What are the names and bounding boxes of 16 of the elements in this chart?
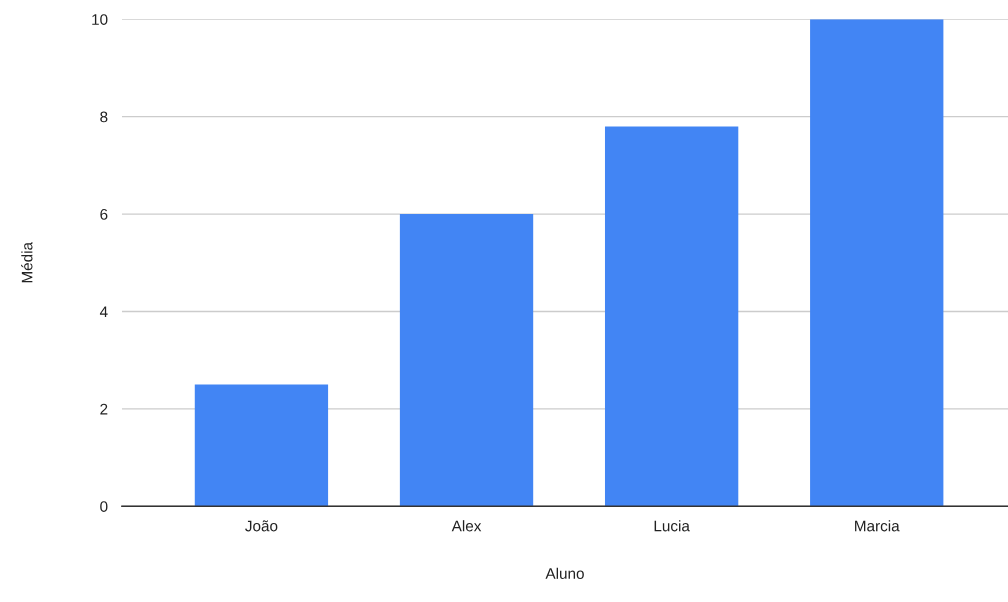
bar (399, 214, 534, 507)
y-tick-label: 8 (100, 111, 108, 123)
x-tick-label: Lucia (654, 520, 690, 532)
y-axis-title: Média (21, 241, 33, 283)
x-tick-label: João (245, 520, 278, 532)
y-tick-label: 2 (100, 403, 108, 415)
x-axis-title: Aluno (545, 567, 584, 579)
y-tick-label: 6 (100, 208, 108, 220)
x-tick-label: Alex (451, 520, 482, 532)
y-tick-label: 0 (100, 501, 108, 512)
bar (194, 384, 329, 507)
x-tick-label: Marcia (855, 520, 900, 532)
bar (604, 126, 739, 507)
bar (810, 19, 944, 507)
y-tick-label: 4 (99, 306, 108, 318)
y-tick-label: 10 (92, 14, 108, 25)
